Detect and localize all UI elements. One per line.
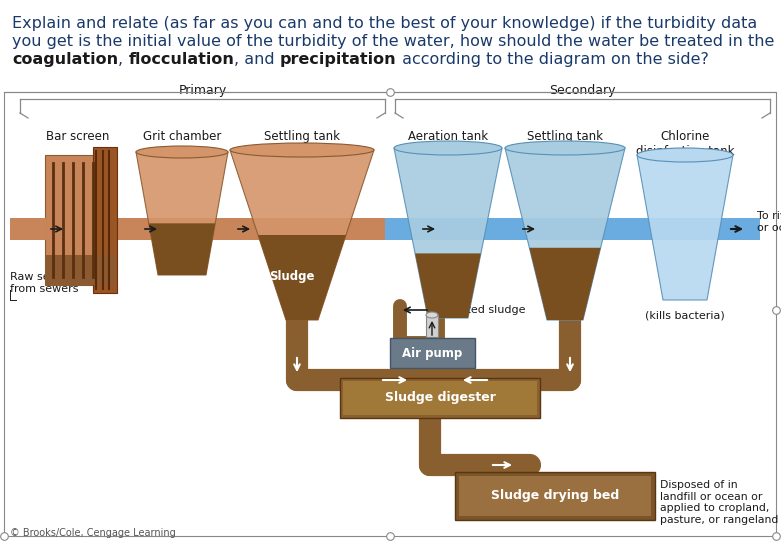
- Ellipse shape: [136, 146, 228, 158]
- Bar: [343, 381, 537, 415]
- Polygon shape: [637, 155, 733, 300]
- Bar: [340, 378, 540, 418]
- Polygon shape: [415, 254, 481, 318]
- Text: according to the diagram on the side?: according to the diagram on the side?: [397, 52, 708, 67]
- Text: you get is the initial value of the turbidity of the water, how should the water: you get is the initial value of the turb…: [12, 34, 775, 49]
- Bar: [459, 476, 651, 516]
- Text: Disposed of in
landfill or ocean or
applied to cropland,
pasture, or rangeland: Disposed of in landfill or ocean or appl…: [660, 480, 779, 525]
- Bar: [4, 92, 776, 536]
- Bar: [385, 218, 760, 240]
- Bar: [45, 255, 115, 285]
- Polygon shape: [394, 148, 502, 318]
- Text: Bar screen: Bar screen: [46, 130, 109, 143]
- Text: precipitation: precipitation: [280, 52, 397, 67]
- Text: Primary: Primary: [178, 84, 226, 97]
- Bar: [455, 472, 655, 520]
- Text: Settling tank: Settling tank: [264, 130, 340, 143]
- Text: Sludge drying bed: Sludge drying bed: [491, 490, 619, 503]
- Ellipse shape: [394, 141, 502, 155]
- Text: Sludge digester: Sludge digester: [384, 392, 495, 405]
- Bar: [93, 147, 117, 293]
- Text: Settling tank: Settling tank: [527, 130, 603, 143]
- Polygon shape: [230, 150, 374, 320]
- Bar: [10, 218, 46, 240]
- Text: (kills bacteria): (kills bacteria): [645, 310, 725, 320]
- Ellipse shape: [505, 141, 625, 155]
- Polygon shape: [148, 224, 216, 275]
- Bar: [45, 155, 115, 285]
- Bar: [10, 218, 385, 240]
- Text: Grit chamber: Grit chamber: [143, 130, 221, 143]
- Text: Secondary: Secondary: [549, 84, 615, 97]
- Text: To river, lake,
or ocean: To river, lake, or ocean: [757, 211, 781, 233]
- Text: Sludge: Sludge: [269, 270, 315, 283]
- Polygon shape: [505, 148, 625, 320]
- Text: coagulation: coagulation: [12, 52, 118, 67]
- Text: Air pump: Air pump: [402, 347, 462, 360]
- Text: Chlorine
disinfection tank: Chlorine disinfection tank: [636, 130, 734, 158]
- Ellipse shape: [637, 148, 733, 162]
- Text: , and: , and: [234, 52, 280, 67]
- Text: Raw sewage
from sewers: Raw sewage from sewers: [10, 272, 80, 294]
- Polygon shape: [136, 152, 228, 275]
- Text: Aeration tank: Aeration tank: [408, 130, 488, 143]
- Text: flocculation: flocculation: [128, 52, 234, 67]
- Text: ,: ,: [118, 52, 128, 67]
- Ellipse shape: [426, 312, 438, 318]
- Polygon shape: [258, 235, 346, 320]
- Text: © Brooks/Cole, Cengage Learning: © Brooks/Cole, Cengage Learning: [10, 528, 176, 538]
- Ellipse shape: [230, 143, 374, 157]
- Bar: [390, 338, 475, 368]
- Bar: [426, 315, 438, 337]
- Polygon shape: [530, 248, 601, 320]
- Text: Explain and relate (as far as you can and to the best of your knowledge) if the : Explain and relate (as far as you can an…: [12, 16, 758, 31]
- Text: Activated sludge: Activated sludge: [432, 305, 526, 315]
